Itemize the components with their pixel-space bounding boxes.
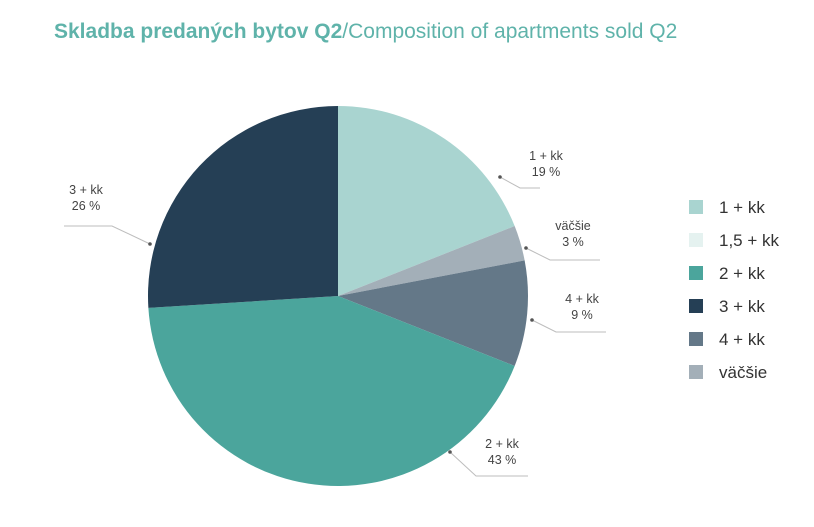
pie-slice-1-kk bbox=[338, 106, 515, 296]
pie-data-labels: 1 + kk 19 % väčšie 3 % 4 + kk 9 % 2 + kk 43 % 3 … bbox=[69, 149, 599, 467]
slice-category-label-1-kk: 1 + kk bbox=[529, 149, 563, 163]
pie-slice-2-kk bbox=[148, 296, 515, 487]
legend-swatch-vacsie bbox=[689, 365, 703, 379]
leader-line-3-kk bbox=[64, 225, 151, 245]
leader-dot-vacsie bbox=[524, 246, 528, 250]
legend-label-1-kk: 1 + kk bbox=[719, 198, 765, 217]
slice-value-label-3-kk: 26 % bbox=[72, 199, 101, 213]
legend-swatch-4-kk bbox=[689, 332, 703, 346]
leader-line-vacsie bbox=[525, 247, 600, 261]
slice-category-label-3-kk: 3 + kk bbox=[69, 183, 103, 197]
legend-swatch-3-kk bbox=[689, 299, 703, 313]
slice-category-label-2-kk: 2 + kk bbox=[485, 437, 519, 451]
legend-label-4-kk: 4 + kk bbox=[719, 330, 765, 349]
slice-category-label-4-kk: 4 + kk bbox=[565, 292, 599, 306]
pie-slices bbox=[147, 106, 528, 487]
legend-label-3-kk: 3 + kk bbox=[719, 297, 765, 316]
legend-swatch-2-kk bbox=[689, 266, 703, 280]
leader-dot-3-kk bbox=[148, 242, 152, 246]
legend-label-2-kk: 2 + kk bbox=[719, 264, 765, 283]
legend-label-vacsie: väčšie bbox=[719, 363, 767, 382]
leader-dot-2-kk bbox=[448, 450, 452, 454]
slice-value-label-4-kk: 9 % bbox=[571, 308, 593, 322]
leader-line-2-kk bbox=[449, 451, 528, 477]
pie-leader-lines bbox=[64, 175, 606, 477]
slice-value-label-2-kk: 43 % bbox=[488, 453, 517, 467]
slice-value-label-1-kk: 19 % bbox=[532, 165, 561, 179]
legend-swatch-1-5-kk bbox=[689, 233, 703, 247]
leader-line-4-kk bbox=[531, 319, 606, 333]
leader-line-1-kk bbox=[499, 176, 540, 189]
chart-title-primary: Skladba predaných bytov Q2 bbox=[54, 20, 343, 43]
pie-slice-4-kk bbox=[338, 260, 528, 366]
slice-category-label-vacsie: väčšie bbox=[555, 219, 590, 233]
chart-title-separator: / bbox=[342, 20, 349, 43]
chart-title: Skladba predaných bytov Q2/Composition o… bbox=[54, 20, 677, 44]
pie-slice-3-kk bbox=[147, 106, 338, 308]
leader-dot-4-kk bbox=[530, 318, 534, 322]
slice-value-label-vacsie: 3 % bbox=[562, 235, 584, 249]
legend-swatch-1-kk bbox=[689, 200, 703, 214]
chart-title-secondary: Composition of apartments sold Q2 bbox=[348, 20, 678, 43]
pie-slice-vacsie bbox=[338, 226, 525, 296]
leader-dot-1-kk bbox=[498, 175, 502, 179]
legend: 1 + kk 1,5 + kk 2 + kk 3 + kk 4 + kk väčšie bbox=[689, 198, 780, 382]
legend-label-1-5-kk: 1,5 + kk bbox=[719, 231, 780, 250]
